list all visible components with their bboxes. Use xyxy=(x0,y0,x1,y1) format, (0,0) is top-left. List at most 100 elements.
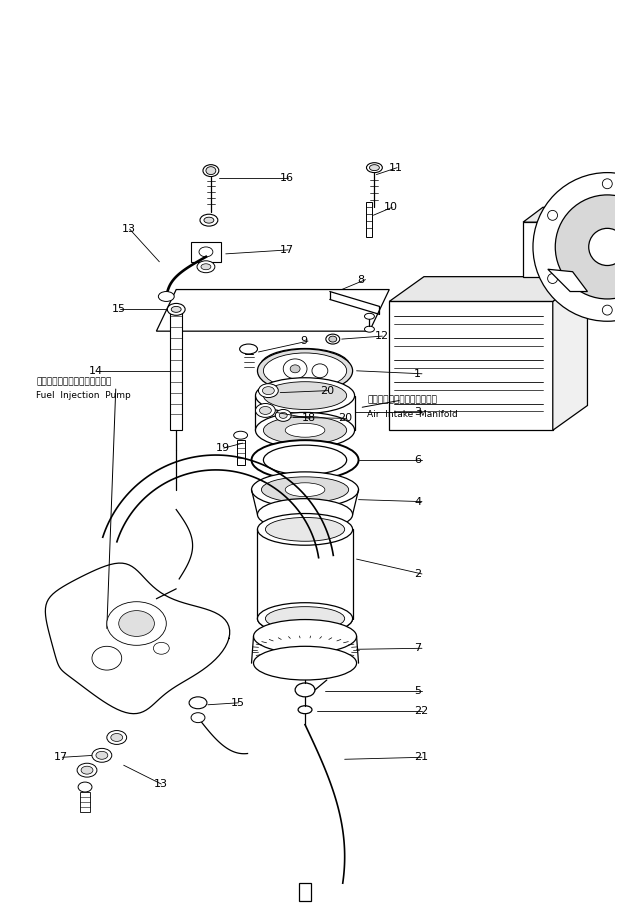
Ellipse shape xyxy=(258,384,278,398)
Bar xyxy=(191,242,221,262)
Ellipse shape xyxy=(119,610,154,636)
Ellipse shape xyxy=(290,365,300,373)
Polygon shape xyxy=(389,277,588,301)
Text: 3: 3 xyxy=(414,407,421,417)
Ellipse shape xyxy=(298,706,312,714)
Ellipse shape xyxy=(107,731,127,744)
Ellipse shape xyxy=(204,217,214,223)
Text: エアーインテークマニホルド: エアーインテークマニホルド xyxy=(367,396,437,404)
Bar xyxy=(170,312,182,430)
Text: 1: 1 xyxy=(414,369,421,379)
Ellipse shape xyxy=(107,602,166,645)
Ellipse shape xyxy=(370,165,379,171)
Ellipse shape xyxy=(77,764,97,777)
Text: 13: 13 xyxy=(122,224,136,234)
Ellipse shape xyxy=(92,748,112,762)
Ellipse shape xyxy=(203,165,219,176)
Ellipse shape xyxy=(263,416,347,444)
Bar xyxy=(389,301,552,430)
Text: 10: 10 xyxy=(384,202,399,212)
Text: 12: 12 xyxy=(375,331,389,341)
Ellipse shape xyxy=(253,646,357,680)
Text: 7: 7 xyxy=(414,643,421,653)
Text: Air  Intake  Manifold: Air Intake Manifold xyxy=(367,410,458,419)
Ellipse shape xyxy=(191,713,205,722)
Ellipse shape xyxy=(167,303,185,315)
Ellipse shape xyxy=(111,733,123,742)
Text: 11: 11 xyxy=(389,163,404,173)
Ellipse shape xyxy=(603,179,612,188)
Ellipse shape xyxy=(265,517,345,541)
Bar xyxy=(366,202,373,237)
Text: フェルインジェクションポンプ: フェルインジェクションポンプ xyxy=(36,378,112,387)
Ellipse shape xyxy=(326,335,340,344)
Ellipse shape xyxy=(96,752,108,759)
Polygon shape xyxy=(552,277,588,430)
Ellipse shape xyxy=(171,306,181,312)
Ellipse shape xyxy=(548,210,557,221)
Ellipse shape xyxy=(206,166,216,175)
Ellipse shape xyxy=(533,173,618,322)
Ellipse shape xyxy=(153,642,169,654)
Ellipse shape xyxy=(548,274,557,283)
Ellipse shape xyxy=(275,410,291,421)
Ellipse shape xyxy=(589,228,618,266)
Text: 20: 20 xyxy=(320,386,334,395)
Text: 5: 5 xyxy=(414,686,421,696)
Text: 15: 15 xyxy=(112,304,126,314)
Ellipse shape xyxy=(234,431,248,439)
Ellipse shape xyxy=(158,291,174,301)
Ellipse shape xyxy=(258,499,353,530)
Ellipse shape xyxy=(255,403,275,417)
Ellipse shape xyxy=(329,336,337,342)
Ellipse shape xyxy=(92,646,122,670)
Ellipse shape xyxy=(295,683,315,697)
Ellipse shape xyxy=(258,514,353,545)
Ellipse shape xyxy=(255,378,355,414)
Text: 15: 15 xyxy=(231,698,245,708)
Ellipse shape xyxy=(603,305,612,315)
Text: Fuel  Injection  Pump: Fuel Injection Pump xyxy=(36,391,131,401)
Text: 4: 4 xyxy=(414,496,421,506)
Text: 2: 2 xyxy=(414,569,421,579)
Polygon shape xyxy=(573,208,593,277)
Bar xyxy=(523,222,573,277)
Text: 21: 21 xyxy=(414,753,428,762)
Ellipse shape xyxy=(255,413,355,448)
Polygon shape xyxy=(103,455,333,558)
Text: 19: 19 xyxy=(216,443,230,453)
Ellipse shape xyxy=(189,697,207,709)
Ellipse shape xyxy=(286,482,325,496)
Bar xyxy=(299,883,311,901)
Polygon shape xyxy=(548,269,588,291)
Bar xyxy=(80,792,90,811)
Ellipse shape xyxy=(312,364,328,378)
Text: 22: 22 xyxy=(414,706,428,716)
Ellipse shape xyxy=(240,344,258,354)
Ellipse shape xyxy=(199,247,213,256)
Ellipse shape xyxy=(279,413,287,418)
Ellipse shape xyxy=(78,782,92,792)
Ellipse shape xyxy=(197,261,215,273)
Ellipse shape xyxy=(365,313,375,319)
Ellipse shape xyxy=(200,214,218,226)
Text: 17: 17 xyxy=(54,753,69,762)
Ellipse shape xyxy=(365,326,375,332)
Ellipse shape xyxy=(263,387,274,394)
Ellipse shape xyxy=(263,445,347,475)
Polygon shape xyxy=(156,289,389,331)
Polygon shape xyxy=(45,563,230,714)
Ellipse shape xyxy=(283,359,307,379)
Ellipse shape xyxy=(258,349,353,392)
Ellipse shape xyxy=(366,163,383,173)
Ellipse shape xyxy=(286,424,325,437)
Text: 16: 16 xyxy=(280,173,294,183)
Ellipse shape xyxy=(201,264,211,269)
Ellipse shape xyxy=(555,195,618,299)
Ellipse shape xyxy=(252,471,358,507)
Ellipse shape xyxy=(263,381,347,410)
Text: 14: 14 xyxy=(89,366,103,376)
Ellipse shape xyxy=(81,766,93,774)
Ellipse shape xyxy=(258,603,353,634)
Text: 6: 6 xyxy=(414,455,421,465)
